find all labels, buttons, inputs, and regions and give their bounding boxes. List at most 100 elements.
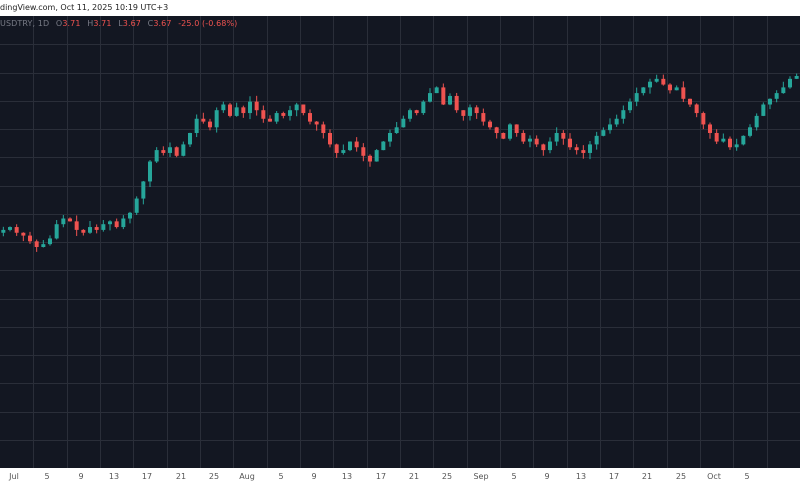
candle[interactable]: [434, 86, 439, 94]
candle[interactable]: [48, 235, 52, 246]
candle[interactable]: [661, 74, 666, 86]
candle[interactable]: [474, 105, 479, 119]
candle[interactable]: [421, 100, 426, 115]
candle[interactable]: [534, 135, 539, 148]
candle[interactable]: [488, 119, 492, 130]
candle[interactable]: [288, 105, 292, 121]
candle[interactable]: [441, 83, 446, 106]
candle[interactable]: [221, 101, 226, 113]
candle[interactable]: [314, 121, 319, 131]
candle[interactable]: [754, 113, 759, 131]
candle[interactable]: [141, 180, 146, 205]
candle[interactable]: [688, 98, 692, 107]
candle[interactable]: [528, 135, 532, 148]
candle[interactable]: [708, 122, 712, 139]
candle[interactable]: [408, 108, 412, 122]
candle[interactable]: [68, 217, 72, 222]
candle[interactable]: [268, 115, 272, 122]
candle[interactable]: [8, 226, 12, 232]
candle[interactable]: [734, 138, 739, 151]
candle[interactable]: [21, 232, 26, 242]
candle[interactable]: [174, 146, 179, 158]
candle[interactable]: [1, 226, 6, 237]
time-axis[interactable]: Jul 5 9 13 17 21 25 Aug 5 9 13 17 21 25 Sep 5 9 13 17 21 25 O…: [0, 468, 800, 500]
candle[interactable]: [234, 102, 239, 117]
candle[interactable]: [28, 231, 32, 244]
candle[interactable]: [761, 102, 766, 117]
candle[interactable]: [108, 220, 112, 231]
candle[interactable]: [261, 105, 266, 123]
candle[interactable]: [381, 141, 386, 151]
candle[interactable]: [561, 130, 566, 145]
candle[interactable]: [774, 90, 779, 103]
candle[interactable]: [121, 215, 126, 230]
candle[interactable]: [714, 129, 719, 145]
candle[interactable]: [654, 74, 659, 83]
chart-panel[interactable]: USDTRY, 1D O3.71 H3.71 L3.67 C3.67 -25.0…: [0, 16, 800, 468]
candle[interactable]: [208, 118, 212, 131]
candle[interactable]: [501, 132, 506, 140]
candle[interactable]: [628, 98, 632, 113]
candle[interactable]: [634, 87, 639, 107]
candle[interactable]: [201, 112, 206, 124]
candle[interactable]: [521, 130, 526, 144]
candle[interactable]: [414, 109, 419, 116]
candle[interactable]: [294, 102, 299, 117]
candle[interactable]: [541, 143, 546, 156]
candle[interactable]: [308, 109, 312, 125]
candle[interactable]: [114, 218, 119, 229]
candle[interactable]: [388, 129, 392, 147]
candle[interactable]: [321, 121, 326, 139]
candle[interactable]: [794, 73, 799, 80]
candle[interactable]: [514, 124, 519, 137]
candle[interactable]: [328, 129, 332, 148]
candle[interactable]: [94, 224, 99, 234]
candle[interactable]: [188, 132, 192, 147]
candle[interactable]: [781, 81, 786, 94]
candle[interactable]: [14, 224, 19, 236]
candle[interactable]: [674, 85, 679, 91]
candle[interactable]: [701, 111, 706, 130]
candle[interactable]: [214, 107, 219, 133]
candle[interactable]: [601, 127, 606, 137]
candle[interactable]: [228, 102, 232, 118]
candle[interactable]: [608, 118, 612, 134]
candle[interactable]: [448, 93, 452, 106]
candle[interactable]: [361, 143, 366, 162]
candle[interactable]: [348, 141, 352, 152]
candle[interactable]: [588, 140, 592, 160]
candle[interactable]: [368, 154, 372, 167]
candle[interactable]: [681, 81, 686, 103]
candle[interactable]: [54, 219, 59, 240]
candle[interactable]: [508, 123, 512, 141]
candle[interactable]: [148, 160, 152, 187]
candle[interactable]: [374, 149, 379, 162]
candle[interactable]: [34, 239, 39, 252]
candle[interactable]: [614, 114, 619, 127]
candle[interactable]: [354, 137, 359, 152]
candle[interactable]: [61, 214, 66, 228]
candle[interactable]: [241, 105, 246, 118]
candle[interactable]: [154, 147, 159, 163]
candle[interactable]: [481, 108, 486, 126]
candle[interactable]: [641, 87, 646, 96]
candlestick-chart[interactable]: [0, 16, 800, 468]
candle[interactable]: [548, 137, 552, 154]
candle[interactable]: [81, 229, 86, 236]
candle[interactable]: [581, 145, 586, 159]
candle[interactable]: [568, 133, 572, 150]
candle[interactable]: [554, 127, 559, 146]
candle[interactable]: [454, 92, 459, 113]
candle[interactable]: [768, 98, 772, 110]
candle[interactable]: [468, 104, 472, 121]
candle[interactable]: [134, 196, 139, 215]
candle[interactable]: [341, 144, 346, 155]
candle[interactable]: [728, 136, 732, 150]
candle[interactable]: [128, 211, 132, 224]
candle[interactable]: [594, 131, 599, 150]
candle[interactable]: [181, 141, 186, 157]
candle[interactable]: [248, 96, 252, 120]
candle[interactable]: [254, 95, 259, 116]
candle[interactable]: [281, 111, 286, 119]
candle[interactable]: [748, 124, 752, 138]
